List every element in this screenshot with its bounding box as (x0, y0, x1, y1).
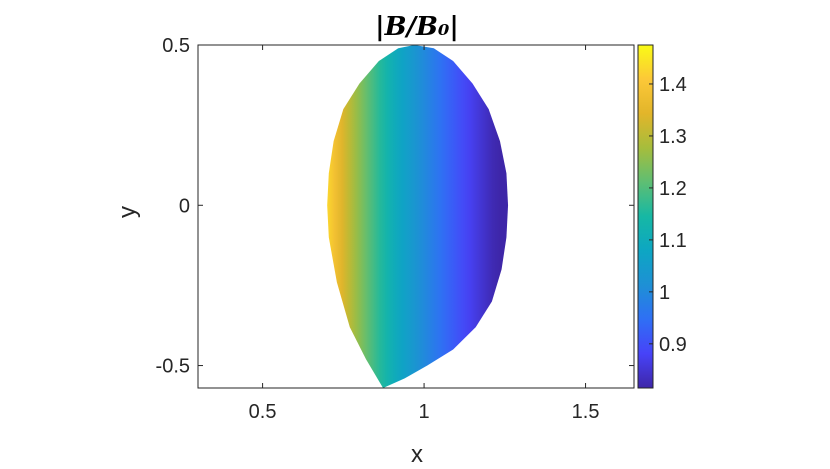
colorbar-tick-label: 1.2 (659, 178, 687, 200)
x-axis-label: x (411, 441, 423, 468)
y-axis-label: y (114, 206, 141, 218)
y-tick-label: -0.5 (156, 356, 190, 378)
x-tick-label: 1 (419, 401, 430, 423)
x-axis: 0.5 1 1.5 (249, 45, 600, 423)
chart-title: |B/B₀| (375, 12, 459, 42)
y-tick-label: 0.5 (162, 35, 190, 57)
plot-frame (197, 44, 635, 389)
colorbar: 0.9 1 1.1 1.2 1.3 1.4 (637, 44, 687, 389)
y-tick-label: 0 (179, 195, 190, 217)
colorbar-tick-label: 1.1 (659, 230, 687, 252)
colorbar-ticks: 0.9 1 1.1 1.2 1.3 1.4 (649, 74, 687, 356)
colorbar-tick-label: 0.9 (659, 334, 687, 356)
colorbar-tick-label: 1.3 (659, 126, 687, 148)
colorbar-tick-label: 1 (659, 282, 670, 304)
field-region (327, 45, 509, 388)
colorbar-tick-label: 1.4 (659, 74, 687, 96)
x-tick-label: 0.5 (249, 401, 277, 423)
colorbar-scale (637, 44, 654, 389)
y-axis: -0.5 0 0.5 (156, 35, 634, 378)
x-tick-label: 1.5 (572, 401, 600, 423)
